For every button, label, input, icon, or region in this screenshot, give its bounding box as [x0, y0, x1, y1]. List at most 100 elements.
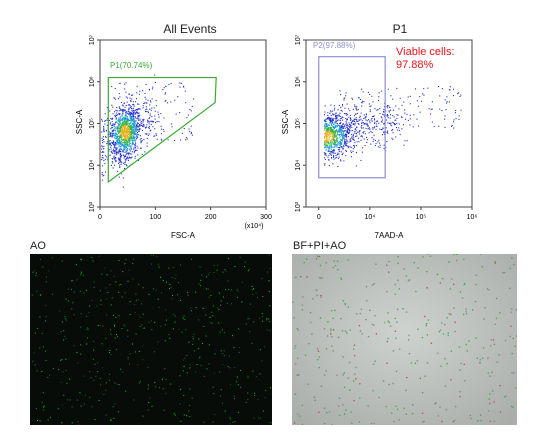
- event-dot: [347, 136, 349, 138]
- event-dot: [324, 135, 326, 137]
- event-dot: [373, 134, 375, 136]
- event-dot: [121, 121, 124, 123]
- event-dot: [135, 127, 137, 129]
- event-dot: [326, 117, 328, 120]
- event-dot: [125, 164, 127, 166]
- event-dot: [132, 142, 134, 144]
- event-dot: [113, 125, 115, 127]
- event-dot: [331, 131, 333, 133]
- event-dot: [109, 134, 111, 136]
- event-dot: [324, 125, 326, 127]
- event-dot: [441, 110, 443, 112]
- event-dot: [327, 140, 329, 143]
- event-dot: [423, 94, 425, 96]
- event-dot: [128, 133, 130, 136]
- event-dot: [111, 142, 113, 144]
- event-dot: [328, 148, 330, 150]
- event-dot: [112, 106, 114, 108]
- event-dot: [416, 100, 418, 102]
- event-dot: [113, 151, 115, 153]
- event-dot: [120, 119, 122, 121]
- event-dot: [149, 113, 151, 115]
- event-dot: [431, 108, 433, 110]
- event-dot: [144, 96, 146, 98]
- event-dot: [356, 109, 358, 111]
- event-dot: [328, 139, 330, 141]
- event-dot: [323, 114, 326, 116]
- event-dot: [138, 103, 140, 105]
- event-dot: [361, 136, 363, 138]
- event-dot: [115, 109, 117, 111]
- event-dot: [129, 157, 131, 159]
- event-dot: [398, 129, 400, 131]
- event-dot: [120, 114, 122, 116]
- event-dot: [326, 139, 328, 141]
- event-dot: [455, 117, 457, 120]
- event-dot: [328, 147, 330, 149]
- event-dot: [129, 116, 131, 118]
- event-dot: [143, 124, 145, 126]
- event-dot: [407, 119, 409, 121]
- event-dot: [126, 119, 128, 121]
- event-dot: [148, 117, 150, 120]
- event-dot: [339, 136, 341, 138]
- event-dot: [189, 130, 191, 133]
- event-dot: [330, 119, 332, 121]
- event-dot: [120, 126, 122, 128]
- event-dot: [119, 138, 121, 140]
- event-dot: [378, 142, 381, 144]
- event-dot: [109, 142, 112, 144]
- event-dot: [323, 119, 326, 121]
- event-dot: [336, 123, 338, 125]
- event-dot: [330, 153, 332, 155]
- event-dot: [379, 107, 381, 110]
- event-dot: [116, 130, 118, 133]
- event-dot: [339, 112, 341, 114]
- event-dot: [325, 135, 327, 137]
- event-dot: [133, 132, 136, 134]
- event-dot: [458, 118, 460, 120]
- event-dot: [125, 82, 127, 84]
- event-dot: [418, 125, 420, 127]
- event-dot: [339, 90, 341, 92]
- event-dot: [356, 120, 358, 122]
- event-dot: [345, 150, 348, 152]
- event-dot: [347, 147, 349, 149]
- event-dot: [126, 120, 128, 122]
- plot-title-all-events: All Events: [163, 22, 217, 36]
- event-dot: [121, 142, 123, 144]
- event-dot: [127, 104, 129, 106]
- event-dot: [111, 127, 113, 129]
- event-dot: [332, 139, 335, 141]
- event-dot: [340, 121, 342, 123]
- event-dot: [350, 119, 352, 121]
- event-dot: [352, 130, 354, 132]
- event-dot: [132, 120, 134, 122]
- event-dot: [118, 149, 120, 151]
- event-dot: [330, 117, 332, 119]
- event-dot: [126, 129, 128, 131]
- event-dot: [334, 136, 336, 138]
- event-dot: [134, 150, 136, 152]
- event-dot: [119, 96, 121, 98]
- event-dot: [355, 152, 358, 154]
- event-dot: [337, 143, 339, 145]
- event-dot: [328, 133, 331, 135]
- event-dot: [333, 146, 335, 148]
- event-dot: [372, 128, 374, 130]
- event-dot: [383, 106, 386, 108]
- event-dot: [126, 118, 128, 120]
- event-dot: [126, 148, 128, 151]
- event-dot: [129, 131, 131, 133]
- event-dot: [101, 151, 103, 153]
- event-dot: [115, 115, 118, 117]
- event-dot: [122, 145, 124, 147]
- event-dot: [110, 151, 112, 153]
- event-dot: [145, 111, 147, 113]
- event-dot: [180, 82, 182, 84]
- event-dot: [345, 117, 347, 120]
- event-dot: [155, 99, 157, 102]
- event-dot: [130, 100, 132, 102]
- event-dot: [138, 134, 140, 136]
- event-dot: [337, 137, 339, 139]
